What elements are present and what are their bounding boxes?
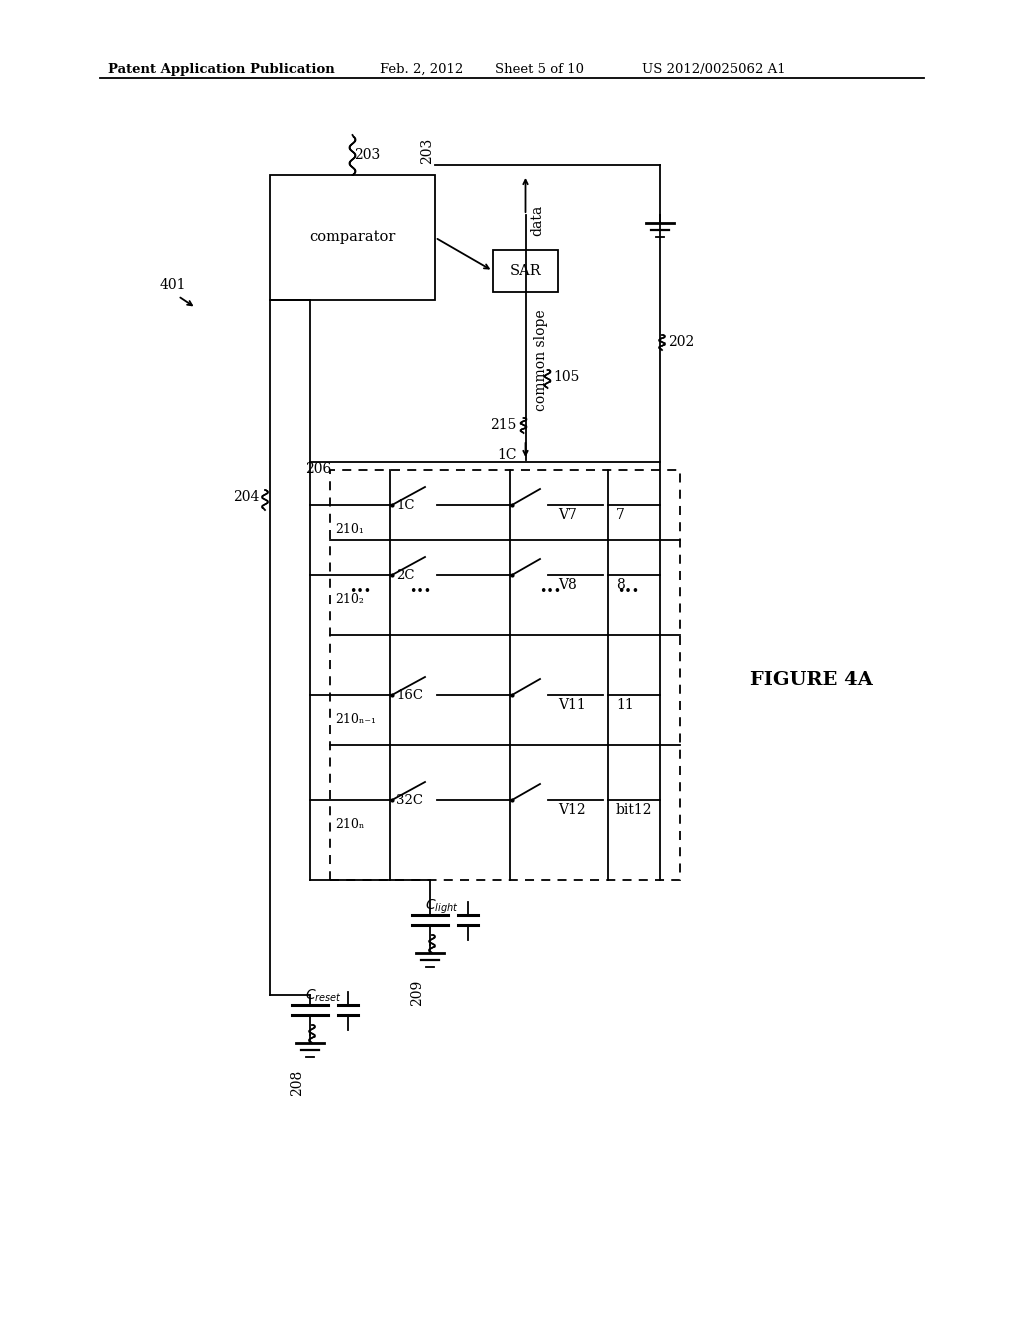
Text: 202: 202 xyxy=(668,335,694,348)
Text: $C_{light}$: $C_{light}$ xyxy=(425,898,459,916)
Text: •••: ••• xyxy=(409,586,431,598)
Text: 203: 203 xyxy=(354,148,381,162)
Text: 16C: 16C xyxy=(396,689,423,702)
Text: 1C: 1C xyxy=(396,499,415,512)
Text: US 2012/0025062 A1: US 2012/0025062 A1 xyxy=(642,63,785,77)
Bar xyxy=(270,176,435,300)
Text: 215: 215 xyxy=(490,418,517,432)
Text: 203: 203 xyxy=(420,139,434,164)
Text: 401: 401 xyxy=(160,279,186,292)
Text: V7: V7 xyxy=(558,508,577,521)
Text: 206: 206 xyxy=(305,462,331,477)
Text: 210ₙ₋₁: 210ₙ₋₁ xyxy=(335,713,376,726)
Text: 210₂: 210₂ xyxy=(335,593,364,606)
Text: 8: 8 xyxy=(616,578,625,591)
Text: •••: ••• xyxy=(349,586,371,598)
Text: •••: ••• xyxy=(616,586,639,598)
Text: V8: V8 xyxy=(558,578,577,591)
Text: data: data xyxy=(530,205,545,236)
Text: V11: V11 xyxy=(558,698,586,711)
Text: 204: 204 xyxy=(233,490,259,504)
Text: $C_{reset}$: $C_{reset}$ xyxy=(305,987,342,1005)
Text: Feb. 2, 2012: Feb. 2, 2012 xyxy=(380,63,463,77)
Text: FIGURE 4A: FIGURE 4A xyxy=(750,671,872,689)
Text: comparator: comparator xyxy=(309,231,395,244)
Text: 210₁: 210₁ xyxy=(335,523,364,536)
Text: SAR: SAR xyxy=(510,264,542,279)
Text: 7: 7 xyxy=(616,508,625,521)
Text: •••: ••• xyxy=(539,586,561,598)
Text: 1C: 1C xyxy=(498,447,517,462)
Bar xyxy=(493,249,558,292)
Text: 11: 11 xyxy=(616,698,634,711)
Text: common slope: common slope xyxy=(534,309,548,411)
Text: 209: 209 xyxy=(410,979,424,1006)
Text: 2C: 2C xyxy=(396,569,415,582)
Text: 32C: 32C xyxy=(396,795,423,807)
Text: Sheet 5 of 10: Sheet 5 of 10 xyxy=(495,63,584,77)
Text: 208: 208 xyxy=(290,1071,304,1096)
Bar xyxy=(330,470,680,880)
Text: 105: 105 xyxy=(554,370,580,384)
Text: 210ₙ: 210ₙ xyxy=(335,818,365,832)
Text: bit12: bit12 xyxy=(616,803,652,817)
Text: Patent Application Publication: Patent Application Publication xyxy=(108,63,335,77)
Text: V12: V12 xyxy=(558,803,586,817)
